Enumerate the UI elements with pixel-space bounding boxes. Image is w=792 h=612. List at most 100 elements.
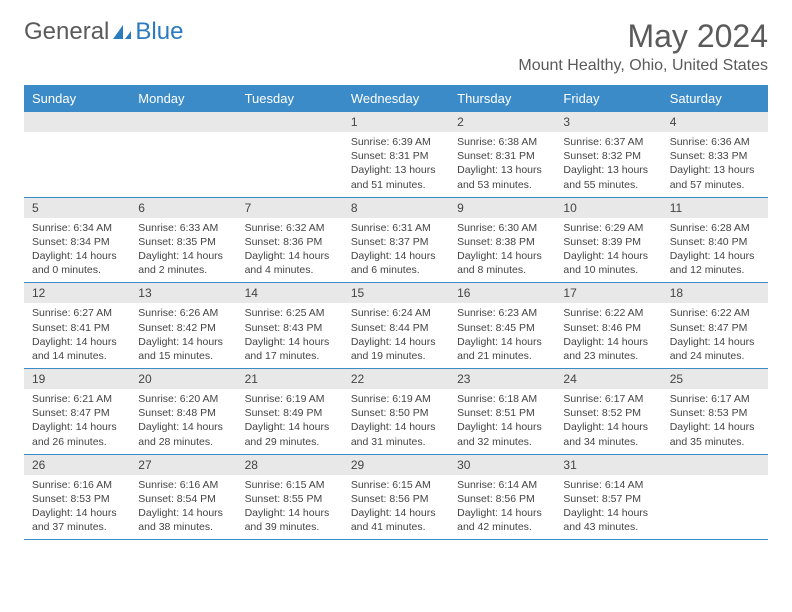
sunset-text: Sunset: 8:49 PM	[245, 406, 335, 420]
daylight-text: Daylight: 13 hours and 51 minutes.	[351, 163, 441, 191]
day-cell: 1Sunrise: 6:39 AMSunset: 8:31 PMDaylight…	[343, 112, 449, 197]
day-number: 28	[237, 455, 343, 475]
sunset-text: Sunset: 8:53 PM	[32, 492, 122, 506]
day-cell	[130, 112, 236, 197]
day-details: Sunrise: 6:32 AMSunset: 8:36 PMDaylight:…	[237, 218, 343, 283]
day-details: Sunrise: 6:15 AMSunset: 8:55 PMDaylight:…	[237, 475, 343, 540]
sunrise-text: Sunrise: 6:31 AM	[351, 221, 441, 235]
day-details: Sunrise: 6:37 AMSunset: 8:32 PMDaylight:…	[555, 132, 661, 197]
header: General Blue May 2024 Mount Healthy, Ohi…	[24, 18, 768, 75]
day-cell: 7Sunrise: 6:32 AMSunset: 8:36 PMDaylight…	[237, 198, 343, 283]
day-cell: 17Sunrise: 6:22 AMSunset: 8:46 PMDayligh…	[555, 283, 661, 368]
day-number: 14	[237, 283, 343, 303]
day-details: Sunrise: 6:24 AMSunset: 8:44 PMDaylight:…	[343, 303, 449, 368]
daylight-text: Daylight: 14 hours and 21 minutes.	[457, 335, 547, 363]
day-details: Sunrise: 6:17 AMSunset: 8:53 PMDaylight:…	[662, 389, 768, 454]
daylight-text: Daylight: 13 hours and 53 minutes.	[457, 163, 547, 191]
sunset-text: Sunset: 8:45 PM	[457, 321, 547, 335]
day-number: 8	[343, 198, 449, 218]
day-details: Sunrise: 6:25 AMSunset: 8:43 PMDaylight:…	[237, 303, 343, 368]
sunrise-text: Sunrise: 6:30 AM	[457, 221, 547, 235]
day-details: Sunrise: 6:17 AMSunset: 8:52 PMDaylight:…	[555, 389, 661, 454]
day-number: 17	[555, 283, 661, 303]
day-details: Sunrise: 6:38 AMSunset: 8:31 PMDaylight:…	[449, 132, 555, 197]
sunset-text: Sunset: 8:52 PM	[563, 406, 653, 420]
day-cell: 27Sunrise: 6:16 AMSunset: 8:54 PMDayligh…	[130, 455, 236, 540]
day-header: Tuesday	[237, 85, 343, 112]
day-number: 16	[449, 283, 555, 303]
sunrise-text: Sunrise: 6:14 AM	[457, 478, 547, 492]
day-details: Sunrise: 6:29 AMSunset: 8:39 PMDaylight:…	[555, 218, 661, 283]
daylight-text: Daylight: 14 hours and 6 minutes.	[351, 249, 441, 277]
sunrise-text: Sunrise: 6:25 AM	[245, 306, 335, 320]
sunset-text: Sunset: 8:33 PM	[670, 149, 760, 163]
daylight-text: Daylight: 14 hours and 31 minutes.	[351, 420, 441, 448]
day-cell: 4Sunrise: 6:36 AMSunset: 8:33 PMDaylight…	[662, 112, 768, 197]
day-cell	[24, 112, 130, 197]
sunset-text: Sunset: 8:31 PM	[457, 149, 547, 163]
day-number	[130, 112, 236, 132]
daylight-text: Daylight: 14 hours and 39 minutes.	[245, 506, 335, 534]
day-details: Sunrise: 6:14 AMSunset: 8:57 PMDaylight:…	[555, 475, 661, 540]
sunrise-text: Sunrise: 6:18 AM	[457, 392, 547, 406]
day-cell: 2Sunrise: 6:38 AMSunset: 8:31 PMDaylight…	[449, 112, 555, 197]
day-details: Sunrise: 6:22 AMSunset: 8:47 PMDaylight:…	[662, 303, 768, 368]
day-number: 13	[130, 283, 236, 303]
day-number: 11	[662, 198, 768, 218]
sunrise-text: Sunrise: 6:15 AM	[245, 478, 335, 492]
day-number: 9	[449, 198, 555, 218]
title-block: May 2024 Mount Healthy, Ohio, United Sta…	[518, 18, 768, 75]
day-cell: 8 Sunrise: 6:31 AMSunset: 8:37 PMDaylight…	[343, 198, 449, 283]
day-cell: 18Sunrise: 6:22 AMSunset: 8:47 PMDayligh…	[662, 283, 768, 368]
day-details: Sunrise: 6:16 AMSunset: 8:54 PMDaylight:…	[130, 475, 236, 540]
daylight-text: Daylight: 14 hours and 2 minutes.	[138, 249, 228, 277]
sunrise-text: Sunrise: 6:22 AM	[563, 306, 653, 320]
day-number: 18	[662, 283, 768, 303]
sunset-text: Sunset: 8:41 PM	[32, 321, 122, 335]
day-details: Sunrise: 6:36 AMSunset: 8:33 PMDaylight:…	[662, 132, 768, 197]
sunset-text: Sunset: 8:53 PM	[670, 406, 760, 420]
sunrise-text: Sunrise: 6:19 AM	[245, 392, 335, 406]
sail-icon	[111, 23, 133, 41]
day-cell: 12Sunrise: 6:27 AMSunset: 8:41 PMDayligh…	[24, 283, 130, 368]
sunset-text: Sunset: 8:40 PM	[670, 235, 760, 249]
day-number: 6	[130, 198, 236, 218]
daylight-text: Daylight: 14 hours and 15 minutes.	[138, 335, 228, 363]
day-number: 5	[24, 198, 130, 218]
daylight-text: Daylight: 14 hours and 37 minutes.	[32, 506, 122, 534]
sunset-text: Sunset: 8:37 PM	[351, 235, 441, 249]
day-details: Sunrise: 6:14 AMSunset: 8:56 PMDaylight:…	[449, 475, 555, 540]
day-cell: 23Sunrise: 6:18 AMSunset: 8:51 PMDayligh…	[449, 369, 555, 454]
day-details: Sunrise: 6:16 AMSunset: 8:53 PMDaylight:…	[24, 475, 130, 540]
sunrise-text: Sunrise: 6:15 AM	[351, 478, 441, 492]
day-number: 23	[449, 369, 555, 389]
week-row: 19Sunrise: 6:21 AMSunset: 8:47 PMDayligh…	[24, 369, 768, 455]
sunset-text: Sunset: 8:43 PM	[245, 321, 335, 335]
day-details: Sunrise: 6:33 AMSunset: 8:35 PMDaylight:…	[130, 218, 236, 283]
daylight-text: Daylight: 14 hours and 8 minutes.	[457, 249, 547, 277]
sunset-text: Sunset: 8:46 PM	[563, 321, 653, 335]
daylight-text: Daylight: 14 hours and 17 minutes.	[245, 335, 335, 363]
sunrise-text: Sunrise: 6:29 AM	[563, 221, 653, 235]
day-number: 31	[555, 455, 661, 475]
sunrise-text: Sunrise: 6:22 AM	[670, 306, 760, 320]
day-details: Sunrise: 6:21 AMSunset: 8:47 PMDaylight:…	[24, 389, 130, 454]
day-number: 25	[662, 369, 768, 389]
day-number: 2	[449, 112, 555, 132]
sunrise-text: Sunrise: 6:21 AM	[32, 392, 122, 406]
day-cell	[237, 112, 343, 197]
day-details: Sunrise: 6:19 AMSunset: 8:49 PMDaylight:…	[237, 389, 343, 454]
day-number: 26	[24, 455, 130, 475]
day-cell: 9Sunrise: 6:30 AMSunset: 8:38 PMDaylight…	[449, 198, 555, 283]
daylight-text: Daylight: 14 hours and 10 minutes.	[563, 249, 653, 277]
day-header: Wednesday	[343, 85, 449, 112]
sunset-text: Sunset: 8:42 PM	[138, 321, 228, 335]
sunset-text: Sunset: 8:47 PM	[670, 321, 760, 335]
daylight-text: Daylight: 14 hours and 32 minutes.	[457, 420, 547, 448]
daylight-text: Daylight: 14 hours and 29 minutes.	[245, 420, 335, 448]
sunrise-text: Sunrise: 6:26 AM	[138, 306, 228, 320]
sunrise-text: Sunrise: 6:39 AM	[351, 135, 441, 149]
daylight-text: Daylight: 14 hours and 26 minutes.	[32, 420, 122, 448]
sunset-text: Sunset: 8:56 PM	[351, 492, 441, 506]
day-header-row: Sunday Monday Tuesday Wednesday Thursday…	[24, 85, 768, 112]
